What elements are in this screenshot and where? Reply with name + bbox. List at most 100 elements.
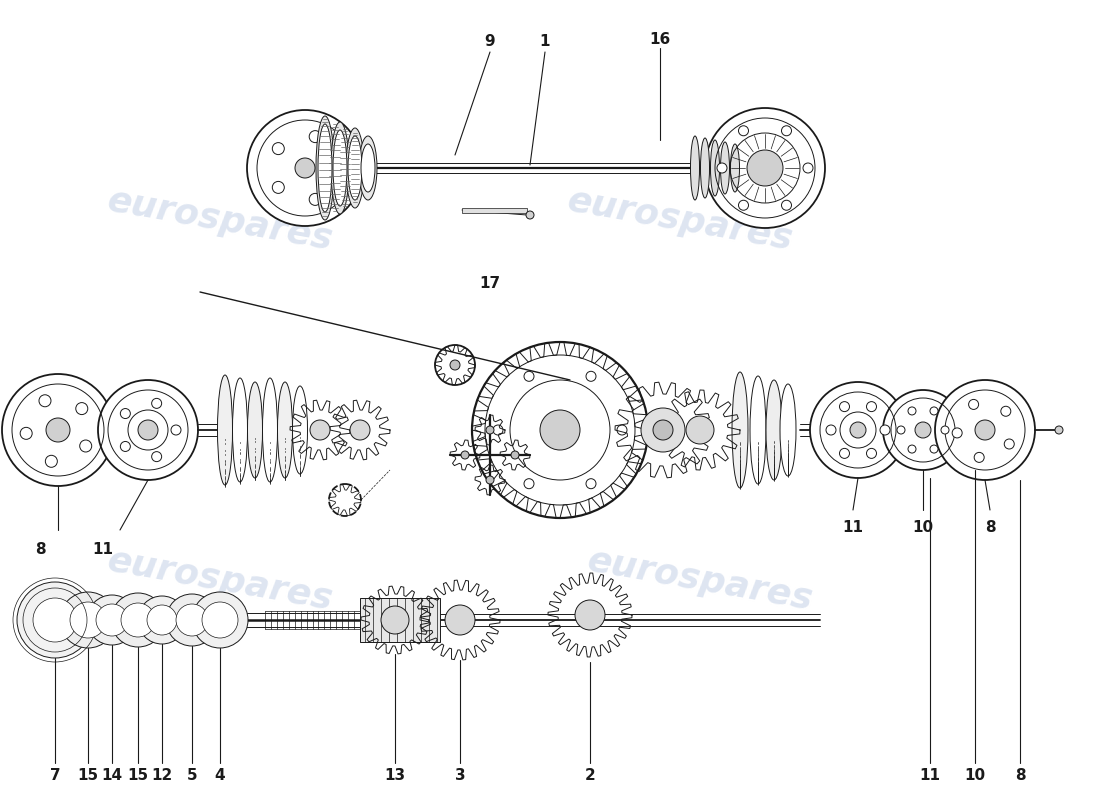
Circle shape — [883, 390, 962, 470]
Text: 2: 2 — [584, 767, 595, 782]
Circle shape — [617, 425, 627, 435]
Ellipse shape — [730, 144, 739, 192]
Circle shape — [1004, 439, 1014, 449]
Circle shape — [930, 445, 938, 453]
Ellipse shape — [333, 130, 346, 206]
Text: eurospares: eurospares — [564, 183, 795, 257]
Circle shape — [524, 478, 534, 489]
Ellipse shape — [318, 124, 332, 212]
Text: 4: 4 — [214, 767, 225, 782]
Ellipse shape — [361, 144, 375, 192]
Circle shape — [309, 194, 321, 206]
Circle shape — [461, 451, 469, 459]
Circle shape — [295, 158, 315, 178]
Circle shape — [940, 426, 949, 434]
Ellipse shape — [359, 136, 377, 200]
Circle shape — [472, 342, 648, 518]
Circle shape — [575, 600, 605, 630]
Circle shape — [120, 409, 130, 418]
Text: 15: 15 — [77, 767, 99, 782]
Circle shape — [705, 108, 825, 228]
Text: eurospares: eurospares — [104, 183, 336, 257]
Circle shape — [147, 605, 177, 635]
Circle shape — [781, 126, 792, 136]
Bar — [360, 598, 440, 642]
Circle shape — [880, 425, 890, 435]
Text: 9: 9 — [485, 34, 495, 50]
Text: eurospares: eurospares — [584, 543, 815, 617]
Circle shape — [975, 452, 984, 462]
Circle shape — [446, 605, 475, 635]
Text: 8: 8 — [1014, 767, 1025, 782]
Circle shape — [192, 592, 248, 648]
Circle shape — [653, 420, 673, 440]
Circle shape — [87, 595, 138, 645]
Circle shape — [79, 440, 91, 452]
Circle shape — [381, 606, 409, 634]
Ellipse shape — [263, 378, 277, 482]
Circle shape — [202, 602, 238, 638]
Circle shape — [826, 425, 836, 435]
Circle shape — [121, 603, 155, 637]
Circle shape — [969, 399, 979, 410]
Circle shape — [896, 426, 905, 434]
Circle shape — [111, 593, 165, 647]
Ellipse shape — [691, 136, 700, 200]
Circle shape — [2, 374, 114, 486]
Circle shape — [493, 425, 503, 435]
Circle shape — [450, 360, 460, 370]
Circle shape — [76, 402, 88, 414]
Circle shape — [1001, 406, 1011, 416]
Circle shape — [839, 402, 849, 412]
Ellipse shape — [780, 384, 796, 476]
Text: 12: 12 — [152, 767, 173, 782]
Text: 8: 8 — [35, 542, 45, 557]
Text: 11: 11 — [92, 542, 113, 557]
Bar — [462, 208, 527, 213]
Text: 3: 3 — [454, 767, 465, 782]
Ellipse shape — [331, 122, 349, 214]
Circle shape — [747, 150, 783, 186]
Circle shape — [717, 163, 727, 173]
Circle shape — [540, 410, 580, 450]
Circle shape — [39, 394, 51, 406]
Circle shape — [329, 484, 361, 516]
Text: 1: 1 — [540, 34, 550, 50]
Circle shape — [70, 602, 106, 638]
Circle shape — [152, 398, 162, 408]
Text: 10: 10 — [912, 520, 934, 535]
Ellipse shape — [711, 140, 719, 196]
Circle shape — [486, 426, 494, 434]
Circle shape — [310, 420, 330, 440]
Ellipse shape — [346, 128, 364, 208]
Ellipse shape — [232, 378, 248, 482]
Circle shape — [273, 142, 284, 154]
Circle shape — [309, 130, 321, 142]
Circle shape — [526, 211, 534, 219]
Text: 11: 11 — [843, 520, 864, 535]
Circle shape — [20, 427, 32, 439]
Circle shape — [810, 382, 906, 478]
Circle shape — [273, 182, 284, 194]
Ellipse shape — [766, 380, 782, 480]
Ellipse shape — [316, 116, 334, 220]
Circle shape — [738, 126, 748, 136]
Ellipse shape — [277, 382, 293, 478]
Ellipse shape — [720, 142, 729, 194]
Circle shape — [98, 380, 198, 480]
Circle shape — [1055, 426, 1063, 434]
Ellipse shape — [293, 386, 308, 474]
Circle shape — [586, 478, 596, 489]
Circle shape — [738, 200, 748, 210]
Ellipse shape — [218, 375, 232, 485]
Circle shape — [120, 442, 130, 451]
Circle shape — [781, 200, 792, 210]
Circle shape — [915, 422, 931, 438]
Circle shape — [46, 418, 70, 442]
Ellipse shape — [348, 136, 362, 200]
Text: 11: 11 — [920, 767, 940, 782]
Circle shape — [434, 345, 475, 385]
Circle shape — [850, 422, 866, 438]
Circle shape — [152, 452, 162, 462]
Circle shape — [176, 604, 208, 636]
